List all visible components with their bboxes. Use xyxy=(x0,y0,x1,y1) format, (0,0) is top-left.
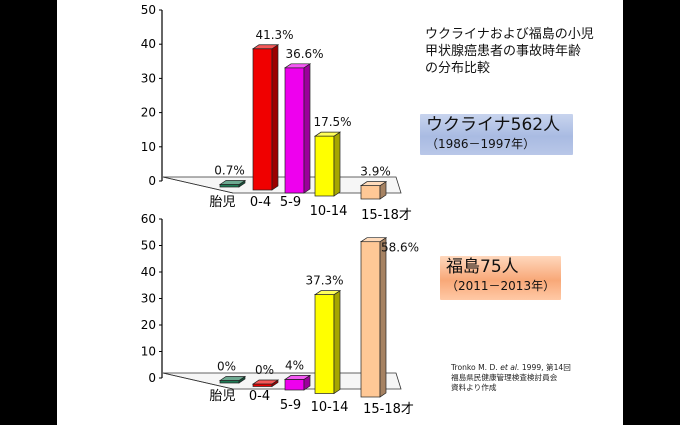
bar-top xyxy=(218,180,247,185)
bar-front xyxy=(284,379,305,391)
bar-top xyxy=(313,290,342,296)
bar-chart-1: 0 10 20 30 40 50 0.7% 胎児 41.3% 0-4 36.6% 5-9 17.5% 10… xyxy=(141,3,412,223)
bar-top xyxy=(251,44,280,50)
bar-side xyxy=(333,290,341,395)
bar xyxy=(359,181,388,200)
category-label: 15-18才 xyxy=(361,208,412,223)
y-tick-label: 40 xyxy=(141,265,156,279)
ukraine-legend-box: ウクライナ562人 （1986－1997年） xyxy=(420,114,573,155)
data-label: 58.6% xyxy=(381,241,419,255)
data-label: 3.9% xyxy=(360,165,391,179)
category-label: 15-18才 xyxy=(363,402,414,417)
bar-front xyxy=(252,383,273,387)
bar-front xyxy=(252,48,273,191)
data-label: 0% xyxy=(217,360,236,374)
fukushima-series-name: 福島75人 xyxy=(446,257,519,277)
bar-top xyxy=(359,237,388,243)
bar xyxy=(218,179,247,188)
data-label: 37.3% xyxy=(305,274,343,288)
source-citation: Tronko M. D. et al. 1999, 第14回 福島県民健康管理検… xyxy=(451,363,621,393)
bar-front xyxy=(219,184,240,188)
bar-top xyxy=(283,63,312,69)
data-label: 36.6% xyxy=(285,47,323,61)
bar-side xyxy=(379,237,387,398)
y-tick-label: 40 xyxy=(141,37,156,51)
ukraine-period: （1986－1997年） xyxy=(426,137,536,151)
data-label: 0% xyxy=(255,363,274,377)
bar-front xyxy=(360,185,381,200)
fukushima-legend-box: 福島75人 （2011－2013年） xyxy=(440,256,561,300)
bar-chart-2: 0 10 20 30 40 50 60 0% 胎児 0% 0-4 4% 5-9 37.3% 10-14 58.… xyxy=(141,212,419,417)
bar-top xyxy=(251,379,280,385)
bar xyxy=(283,63,312,194)
y-tick-label: 30 xyxy=(141,292,156,306)
source-line-1: Tronko M. D. et al. 1999, 第14回 xyxy=(451,363,571,372)
bar-front xyxy=(360,241,381,398)
bar xyxy=(313,131,342,197)
bar-top xyxy=(359,181,388,187)
y-tick-label: 50 xyxy=(141,3,156,17)
bar-front xyxy=(314,135,335,197)
category-label: 10-14 xyxy=(311,400,349,415)
category-label: 胎児 xyxy=(209,195,235,210)
data-label: 41.3% xyxy=(255,28,293,42)
bar-front xyxy=(284,67,305,194)
y-tick-label: 20 xyxy=(141,318,156,332)
bar-side xyxy=(333,131,341,197)
bar-side xyxy=(303,63,311,194)
bar-side xyxy=(271,44,279,191)
y-tick-label: 50 xyxy=(141,239,156,253)
charts-canvas: 0 10 20 30 40 50 0.7% 胎児 41.3% 0-4 36.6% 5-9 17.5% 10… xyxy=(141,3,419,417)
source-line-3: 資料より作成 xyxy=(451,383,497,392)
bar xyxy=(283,374,312,391)
slide: 0 10 20 30 40 50 0.7% 胎児 41.3% 0-4 36.6% 5-9 17.5% 10… xyxy=(57,0,623,425)
data-label: 17.5% xyxy=(313,115,351,129)
floor-edge xyxy=(162,372,234,390)
bar xyxy=(251,44,280,191)
fukushima-period: （2011－2013年） xyxy=(446,279,556,293)
bar-top xyxy=(313,131,342,137)
data-label: 0.7% xyxy=(214,164,245,178)
category-label: 胎児 xyxy=(209,389,235,404)
source-line-2: 福島県民健康管理検査検討員会 xyxy=(451,373,558,382)
y-tick-label: 20 xyxy=(141,106,156,120)
bar-top xyxy=(218,376,247,381)
bar xyxy=(218,375,247,384)
y-tick-label: 10 xyxy=(141,140,156,154)
category-label: 5-9 xyxy=(280,398,301,413)
bar xyxy=(313,290,342,395)
category-label: 0-4 xyxy=(250,195,271,210)
y-tick-label: 10 xyxy=(141,345,156,359)
floor-edge xyxy=(162,176,234,194)
slide-heading: ウクライナおよび福島の小児 甲状腺癌患者の事故時年齢 の分布比較 xyxy=(425,27,594,76)
y-tick-label: 30 xyxy=(141,71,156,85)
y-tick-label: 60 xyxy=(141,212,156,226)
category-label: 10-14 xyxy=(310,204,348,219)
bar xyxy=(359,237,388,398)
y-tick-label: 0 xyxy=(148,174,156,188)
bar-top xyxy=(283,375,312,380)
data-label: 4% xyxy=(285,358,304,372)
category-label: 5-9 xyxy=(280,195,301,210)
y-tick-label: 0 xyxy=(148,371,156,385)
category-label: 0-4 xyxy=(249,389,270,404)
bar-front xyxy=(314,294,335,394)
bar xyxy=(251,379,280,388)
ukraine-series-name: ウクライナ562人 xyxy=(426,115,561,135)
bar-front xyxy=(219,380,240,384)
